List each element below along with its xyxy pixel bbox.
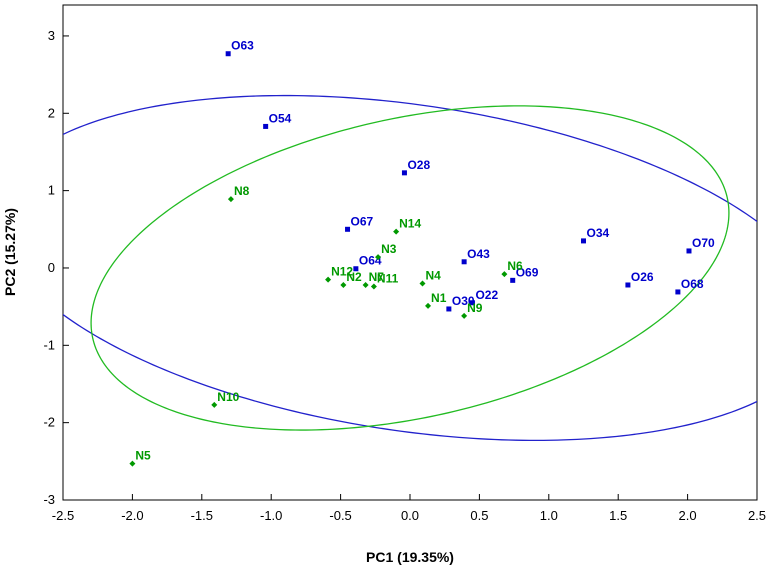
y-tick-label: -2: [43, 415, 55, 430]
point-marker-O70: [686, 248, 692, 254]
point-marker-N5: [129, 460, 136, 467]
point-marker-N9: [461, 312, 468, 319]
point-label-N7: N7: [369, 270, 385, 284]
confidence-ellipse-2: [90, 105, 730, 431]
point-marker-N2: [340, 281, 347, 288]
point-marker-N11: [370, 283, 377, 290]
point-marker-O34: [581, 238, 586, 244]
x-tick-label: -0.5: [329, 508, 351, 523]
point-marker-O69: [510, 277, 516, 283]
point-label-N14: N14: [399, 217, 421, 231]
y-tick-label: 0: [48, 260, 55, 275]
x-tick-label: 0.0: [401, 508, 419, 523]
x-tick-label: 1.5: [609, 508, 627, 523]
point-label-N2: N2: [346, 270, 362, 284]
point-marker-O54: [263, 123, 269, 129]
point-label-O43: O43: [467, 247, 490, 261]
point-marker-N7: [362, 281, 369, 288]
x-tick-label: 2.5: [748, 508, 766, 523]
point-label-O34: O34: [587, 226, 610, 240]
point-label-O63: O63: [231, 39, 254, 53]
point-label-N4: N4: [425, 268, 441, 282]
point-label-O68: O68: [681, 277, 704, 291]
y-tick-label: -3: [43, 492, 55, 507]
x-tick-label: 1.0: [540, 508, 558, 523]
x-tick-label: -2.0: [121, 508, 143, 523]
point-label-O54: O54: [269, 111, 292, 125]
point-label-O22: O22: [475, 288, 498, 302]
point-marker-N10: [211, 401, 218, 408]
point-label-N11: N11: [377, 272, 399, 286]
point-marker-N1: [425, 302, 432, 309]
point-marker-O68: [675, 289, 681, 295]
point-marker-O28: [401, 170, 407, 176]
point-marker-O67: [345, 226, 351, 232]
point-label-N5: N5: [135, 449, 151, 463]
confidence-ellipse-1: [63, 94, 757, 442]
point-label-N8: N8: [234, 184, 250, 198]
point-label-N3: N3: [381, 242, 397, 256]
point-marker-N6: [501, 271, 508, 278]
point-label-N1: N1: [431, 291, 447, 305]
point-label-N10: N10: [217, 390, 239, 404]
x-tick-label: -1.0: [260, 508, 282, 523]
point-label-O70: O70: [692, 236, 715, 250]
y-tick-label: 2: [48, 105, 55, 120]
point-label-O67: O67: [351, 214, 374, 228]
point-marker-O63: [225, 51, 231, 57]
x-tick-label: 2.0: [679, 508, 697, 523]
point-marker-N8: [227, 196, 234, 203]
point-marker-O43: [461, 259, 467, 265]
x-tick-label: 0.5: [470, 508, 488, 523]
y-tick-label: -1: [43, 337, 55, 352]
point-label-O26: O26: [631, 270, 654, 284]
plot-area-frame: [62, 4, 758, 501]
y-axis-title: PC2 (15.27%): [2, 208, 18, 296]
point-label-N12: N12: [331, 265, 353, 279]
point-marker-N12: [325, 276, 332, 283]
point-label-O69: O69: [516, 265, 539, 279]
point-label-N6: N6: [507, 259, 523, 273]
y-tick-label: 3: [48, 28, 55, 43]
point-marker-N14: [393, 228, 400, 235]
point-label-O28: O28: [407, 158, 430, 172]
x-tick-label: -2.5: [52, 508, 74, 523]
confidence-ellipses: [63, 94, 757, 442]
point-marker-N3: [375, 254, 382, 261]
x-tick-label: -1.5: [191, 508, 213, 523]
point-label-N9: N9: [467, 301, 483, 315]
x-axis-title: PC1 (19.35%): [366, 549, 454, 565]
point-marker-N4: [419, 280, 426, 287]
point-marker-O22: [469, 300, 475, 306]
point-marker-O64: [353, 266, 359, 272]
y-tick-label: 1: [48, 183, 55, 198]
axes: -2.5 -2.0 -1.5 -1.0 -0.5 0.0 0.5 1.0 1.5 2.0 2.5 -3…: [43, 28, 766, 523]
point-label-O30: O30: [452, 294, 475, 308]
point-marker-O26: [625, 282, 631, 288]
point-marker-O30: [446, 306, 452, 312]
